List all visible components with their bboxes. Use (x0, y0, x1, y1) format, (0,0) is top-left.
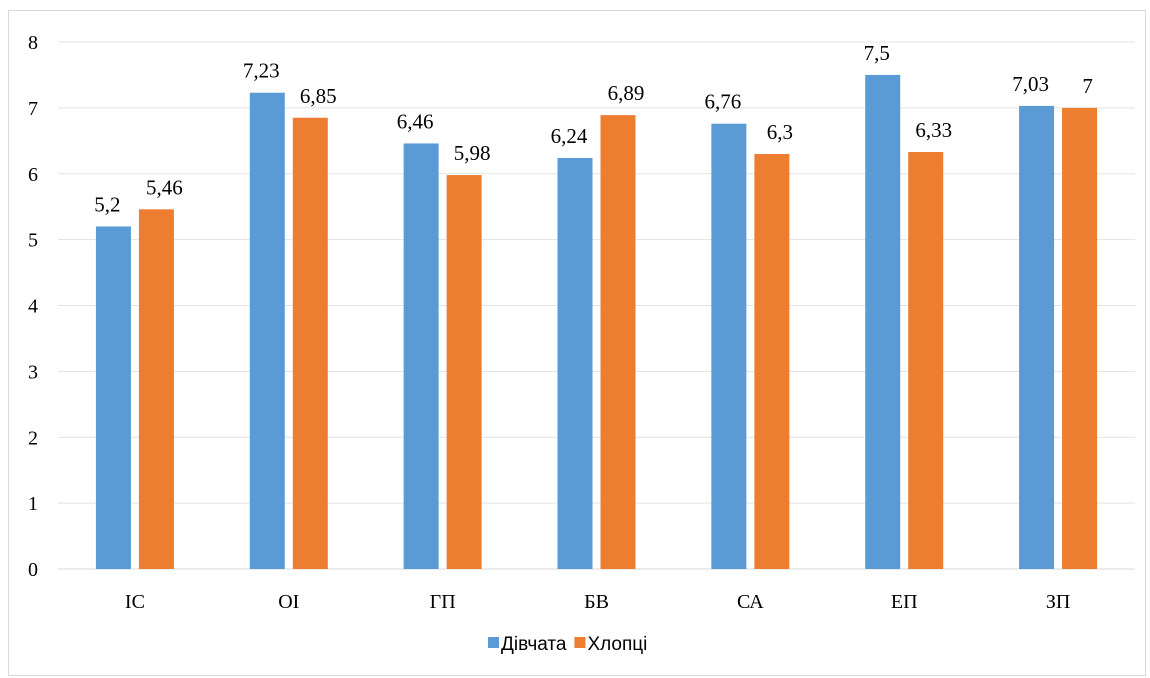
x-tick-label: ІС (125, 591, 145, 613)
x-tick-label: ОІ (278, 591, 299, 613)
bar (1019, 105, 1055, 570)
data-label: 6,46 (397, 109, 434, 133)
gridlines (58, 41, 1135, 570)
bar (249, 92, 285, 569)
y-tick-label: 3 (28, 361, 38, 383)
data-label: 6,76 (704, 90, 741, 114)
data-label: 6,33 (915, 118, 952, 142)
bar (1062, 107, 1098, 569)
bars (95, 74, 1098, 570)
data-label: 7 (1082, 74, 1093, 98)
legend-swatch (574, 637, 586, 648)
data-label: 5,98 (454, 141, 491, 165)
x-tick-label: ЗП (1046, 591, 1070, 613)
bar (557, 157, 593, 569)
y-tick-label: 6 (28, 164, 38, 186)
y-tick-label: 0 (28, 559, 38, 581)
bar (138, 209, 174, 569)
data-labels: 5,2 5,46 7,23 6,85 6,46 5,98 6,24 6,89 6,76 6,3 7,… (94, 41, 1093, 217)
x-tick-label: ЕП (891, 591, 918, 613)
bar (600, 115, 636, 569)
data-label: 6,3 (767, 120, 793, 144)
bar (95, 226, 131, 569)
bar (446, 175, 482, 569)
data-label: 7,23 (243, 59, 280, 83)
bar (908, 152, 944, 570)
data-label: 7,5 (864, 41, 890, 65)
y-tick-label: 5 (28, 230, 38, 252)
bar (865, 74, 901, 569)
y-tick-label: 1 (28, 493, 38, 515)
y-tick-label: 2 (28, 427, 38, 449)
data-label: 6,85 (300, 84, 337, 108)
bar (711, 123, 747, 569)
legend: Дівчата Хлопці (488, 634, 647, 655)
bar (754, 153, 790, 570)
legend-label: Хлопці (587, 634, 647, 655)
data-label: 5,46 (146, 175, 183, 199)
x-tick-label: СА (737, 591, 764, 613)
x-tick-label: ГП (430, 591, 456, 613)
y-tick-label: 7 (28, 98, 38, 120)
y-tick-label: 4 (28, 296, 38, 318)
legend-swatch (488, 637, 499, 648)
x-axis-ticks: ІС ОІ ГП БВ СА ЕП ЗП (125, 591, 1070, 613)
y-tick-label: 8 (28, 32, 38, 54)
bar (292, 117, 328, 569)
bar (403, 143, 439, 569)
x-tick-label: БВ (584, 591, 609, 613)
data-label: 7,03 (1012, 72, 1049, 96)
legend-label: Дівчата (501, 634, 567, 655)
data-label: 5,2 (94, 192, 120, 216)
data-label: 6,24 (551, 124, 588, 148)
y-axis-ticks: 0 1 2 3 4 5 6 7 8 (28, 32, 38, 581)
data-label: 6,89 (608, 81, 645, 105)
